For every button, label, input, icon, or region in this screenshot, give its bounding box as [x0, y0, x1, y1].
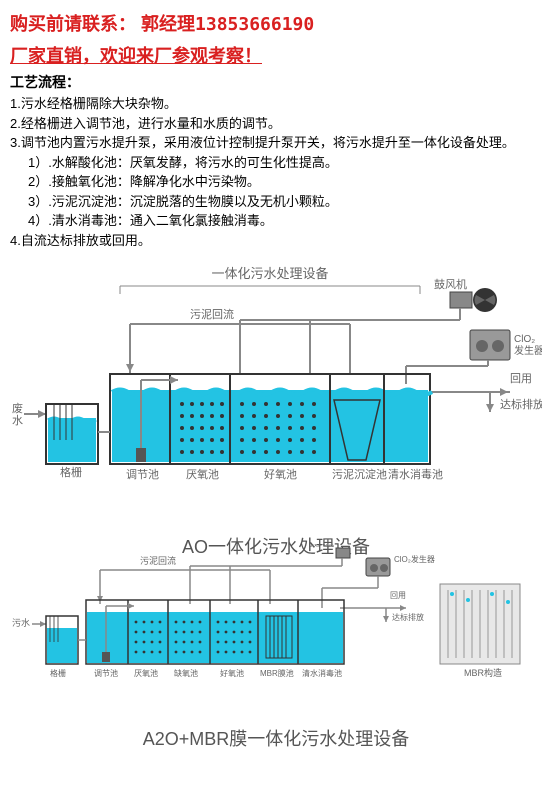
svg-text:MBR膜池: MBR膜池: [260, 668, 294, 678]
svg-text:清水消毒池: 清水消毒池: [388, 467, 443, 481]
svg-text:清水消毒池: 清水消毒池: [302, 668, 342, 678]
contact-name: 郭经理: [141, 14, 195, 34]
step-3: 3.调节池内置污水提升泵，采用液位计控制提升泵开关，将污水提升至一体化设备处理。: [10, 133, 542, 153]
step-2: 2.经格栅进入调节池，进行水量和水质的调节。: [10, 114, 542, 134]
substep-2: 2）.接触氧化池：降解净化水中污染物。: [10, 172, 542, 192]
svg-text:污泥回流: 污泥回流: [190, 307, 234, 321]
svg-text:废: 废: [12, 401, 23, 415]
svg-text:达标排放: 达标排放: [500, 397, 542, 411]
contact-line: 购买前请联系： 郭经理13853666190: [10, 10, 542, 36]
svg-text:污水: 污水: [12, 617, 30, 628]
svg-text:好氧池: 好氧池: [220, 668, 244, 678]
ao-svg: 一体化污水处理设备 鼓风机 ClO₂ 发生器 污泥回流 回用: [10, 264, 542, 524]
svg-text:调节池: 调节池: [94, 668, 118, 678]
svg-text:厌氧池: 厌氧池: [186, 467, 219, 481]
step-1: 1.污水经格栅隔除大块杂物。: [10, 94, 542, 114]
a2o-mbr-title: A2O+MBR膜一体化污水处理设备: [10, 725, 542, 751]
substep-1: 1）.水解酸化池：厌氧发酵，将污水的可生化性提高。: [10, 153, 542, 173]
svg-text:水: 水: [12, 414, 23, 427]
svg-text:ClO₂发生器: ClO₂发生器: [394, 554, 435, 564]
contact-phone: 13853666190: [195, 14, 314, 35]
top-label: 一体化污水处理设备: [211, 266, 328, 281]
svg-text:ClO₂: ClO₂: [514, 334, 535, 345]
substep-4: 4）.清水消毒池：通入二氧化氯接触消毒。: [10, 211, 542, 231]
contact-prefix: 购买前请联系：: [10, 14, 136, 34]
svg-text:鼓风机: 鼓风机: [434, 277, 467, 291]
svg-text:格栅: 格栅: [60, 465, 82, 479]
svg-text:格栅: 格栅: [50, 668, 66, 678]
svg-text:发生器: 发生器: [514, 344, 542, 357]
svg-text:调节池: 调节池: [126, 468, 159, 481]
svg-text:好氧池: 好氧池: [264, 467, 297, 481]
svg-text:缺氧池: 缺氧池: [174, 668, 198, 678]
svg-text:达标排放: 达标排放: [392, 612, 424, 622]
svg-text:污泥回流: 污泥回流: [140, 555, 176, 566]
factory-direct-line: 厂家直销，欢迎来厂参观考察！: [10, 42, 542, 68]
svg-text:厌氧池: 厌氧池: [134, 668, 158, 678]
a2o-mbr-diagram: 鼓风机 ClO₂发生器 污泥回流 回用 达标排放 污水: [10, 544, 542, 744]
svg-text:回用: 回用: [510, 372, 532, 385]
svg-text:污泥沉淀池: 污泥沉淀池: [332, 467, 387, 481]
svg-text:鼓风机: 鼓风机: [310, 544, 334, 548]
svg-text:回用: 回用: [390, 591, 406, 600]
step-4: 4.自流达标排放或回用。: [10, 231, 542, 251]
a2o-svg: 鼓风机 ClO₂发生器 污泥回流 回用 达标排放 污水: [10, 544, 542, 714]
flow-title: 工艺流程：: [10, 72, 542, 92]
substep-3: 3）.污泥沉淀池：沉淀脱落的生物膜以及无机小颗粒。: [10, 192, 542, 212]
ao-diagram: 一体化污水处理设备 鼓风机 ClO₂ 发生器 污泥回流 回用: [10, 264, 542, 524]
svg-text:MBR构造: MBR构造: [464, 667, 502, 678]
